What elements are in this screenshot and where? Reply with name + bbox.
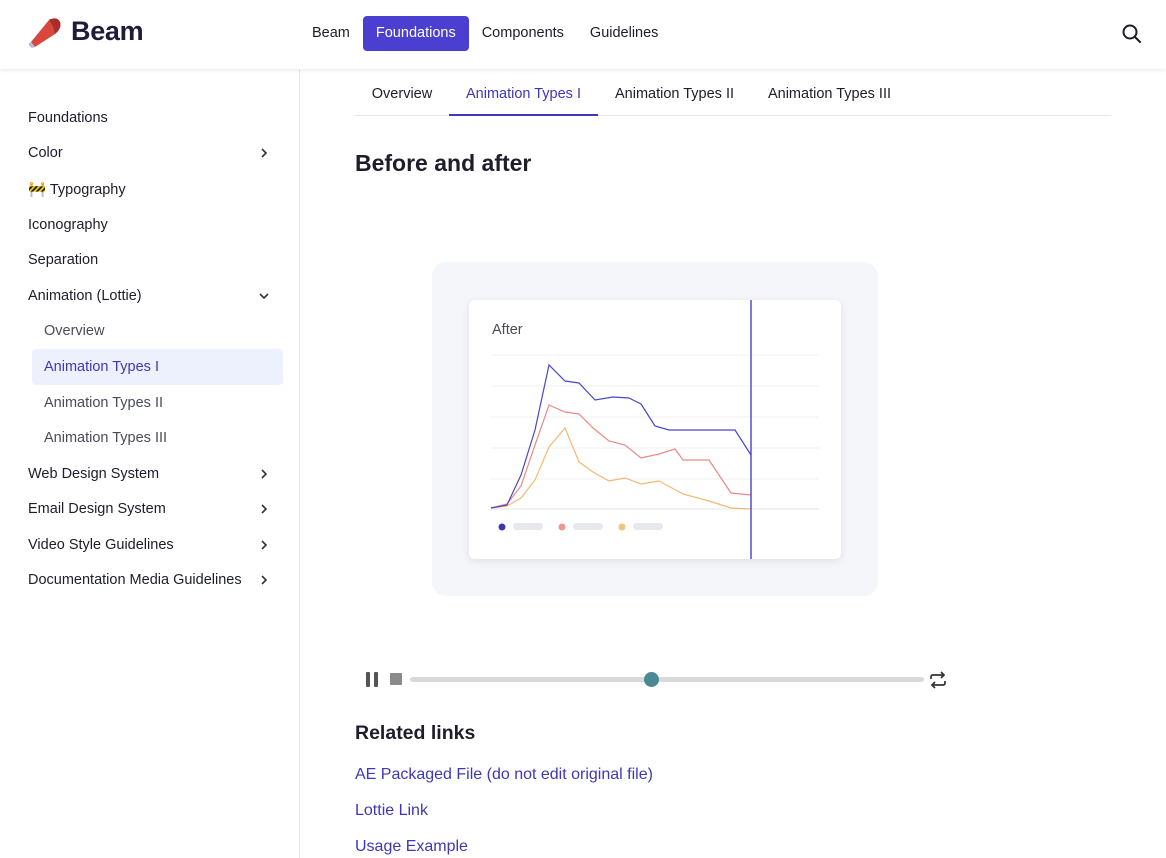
sidebar-subitem-animation-types-2[interactable]: Animation Types II [44, 395, 164, 411]
tab-animation-types-3[interactable]: Animation Types III [767, 86, 892, 102]
sidebar-item-label: Color [28, 145, 63, 161]
chart-gridlines [491, 354, 819, 480]
link-usage-example[interactable]: Usage Example [355, 838, 468, 855]
sidebar-item-separation[interactable]: Separation [28, 242, 283, 278]
logo-text: Beam [71, 15, 144, 46]
chevron-right-icon [261, 469, 268, 479]
sidebar-item-label: Foundations [28, 110, 108, 126]
sidebar-item-typography[interactable]: 🚧 Typography [28, 171, 283, 207]
nav-foundations[interactable]: Foundations [362, 16, 469, 51]
tab-animation-types-2[interactable]: Animation Types II [614, 86, 735, 102]
sidebar-item-label: Email Design System [28, 501, 166, 517]
sidebar-item-video-style-guidelines[interactable]: Video Style Guidelines [28, 527, 283, 563]
content-tabs: Overview Animation Types I Animation Typ… [355, 72, 1111, 116]
sidebar-item-documentation-media-guidelines[interactable]: Documentation Media Guidelines [28, 562, 283, 598]
sidebar-item-label: Documentation Media Guidelines [28, 572, 242, 588]
chevron-right-icon [261, 504, 268, 514]
nav-components[interactable]: Components [481, 25, 564, 41]
sidebar-item-animation[interactable]: Animation (Lottie) [28, 278, 283, 314]
search-icon[interactable] [1120, 22, 1144, 46]
chevron-right-icon [261, 540, 268, 550]
preview-label: After [492, 322, 523, 338]
progress-thumb[interactable] [644, 672, 660, 687]
sidebar-item-foundations[interactable]: Foundations [28, 100, 283, 136]
preview-line-chart [490, 300, 819, 559]
link-lottie[interactable]: Lottie Link [355, 802, 428, 819]
chart-series-blue [490, 363, 752, 509]
loop-icon[interactable] [928, 670, 948, 690]
sidebar-item-iconography[interactable]: Iconography [28, 207, 283, 243]
section-title: Before and after [355, 150, 532, 176]
sidebar-subitem-overview[interactable]: Overview [44, 323, 105, 339]
chevron-right-icon [261, 575, 268, 585]
logo[interactable]: Beam [27, 12, 144, 50]
chart-series-orange [490, 426, 752, 510]
progress-track[interactable] [410, 677, 924, 682]
pause-icon[interactable] [365, 672, 379, 687]
nav-beam[interactable]: Beam [312, 25, 350, 41]
sidebar-subitem-animation-types-1[interactable]: Animation Types I [32, 349, 283, 385]
chevron-right-icon [261, 148, 268, 158]
preview-chart-card [469, 300, 841, 559]
legend-dot-orange [618, 523, 626, 531]
nav-guidelines[interactable]: Guidelines [589, 25, 659, 41]
top-nav: Beam Foundations Components Guidelines [299, 16, 671, 51]
sidebar-item-label: Web Design System [28, 466, 160, 482]
link-ae-packaged-file[interactable]: AE Packaged File (do not edit original f… [355, 766, 653, 783]
sidebar-item-label: Iconography [28, 217, 108, 233]
sidebar-item-label: Video Style Guidelines [28, 537, 174, 553]
sidebar-item-email-design-system[interactable]: Email Design System [28, 491, 283, 527]
sidebar-item-label: Separation [28, 252, 99, 268]
sidebar-item-web-design-system[interactable]: Web Design System [28, 456, 283, 492]
chevron-down-icon [259, 293, 269, 300]
megaphone-logo-icon [28, 18, 61, 48]
legend-bar-orange [633, 523, 663, 530]
legend-bar-blue [513, 523, 543, 530]
sidebar-subitem-animation-types-3[interactable]: Animation Types III [44, 430, 168, 446]
sidebar-item-label: 🚧 Typography [28, 181, 126, 198]
stop-icon[interactable] [390, 673, 402, 685]
lottie-player-controls [360, 664, 960, 696]
related-links-title: Related links [355, 722, 476, 744]
tab-animation-types-1[interactable]: Animation Types I [449, 72, 598, 116]
chart-legend [498, 523, 663, 531]
top-header: Beam Beam Foundations Components Guideli… [0, 0, 1166, 69]
sidebar-item-color[interactable]: Color [28, 135, 283, 171]
sidebar-item-label: Animation (Lottie) [28, 288, 142, 304]
tab-overview[interactable]: Overview [371, 86, 433, 102]
sidebar: Foundations Color 🚧 Typography Iconograp… [0, 69, 300, 858]
chart-series-pink [490, 404, 752, 509]
legend-dot-blue [498, 523, 506, 531]
legend-bar-pink [573, 523, 603, 530]
legend-dot-pink [558, 523, 566, 531]
